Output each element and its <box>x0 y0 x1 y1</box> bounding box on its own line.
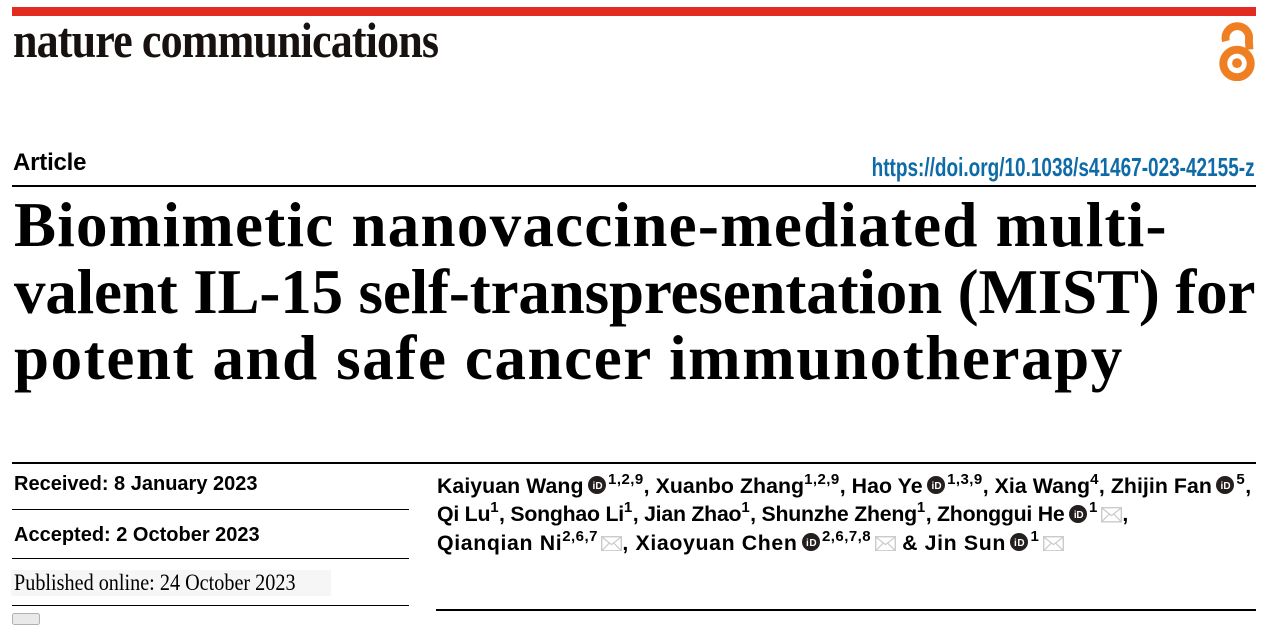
svg-text:iD: iD <box>593 481 603 492</box>
svg-text:iD: iD <box>1014 538 1025 549</box>
svg-text:iD: iD <box>806 538 817 549</box>
svg-text:iD: iD <box>932 481 942 492</box>
svg-text:iD: iD <box>1221 481 1231 492</box>
svg-text:iD: iD <box>1074 509 1084 520</box>
